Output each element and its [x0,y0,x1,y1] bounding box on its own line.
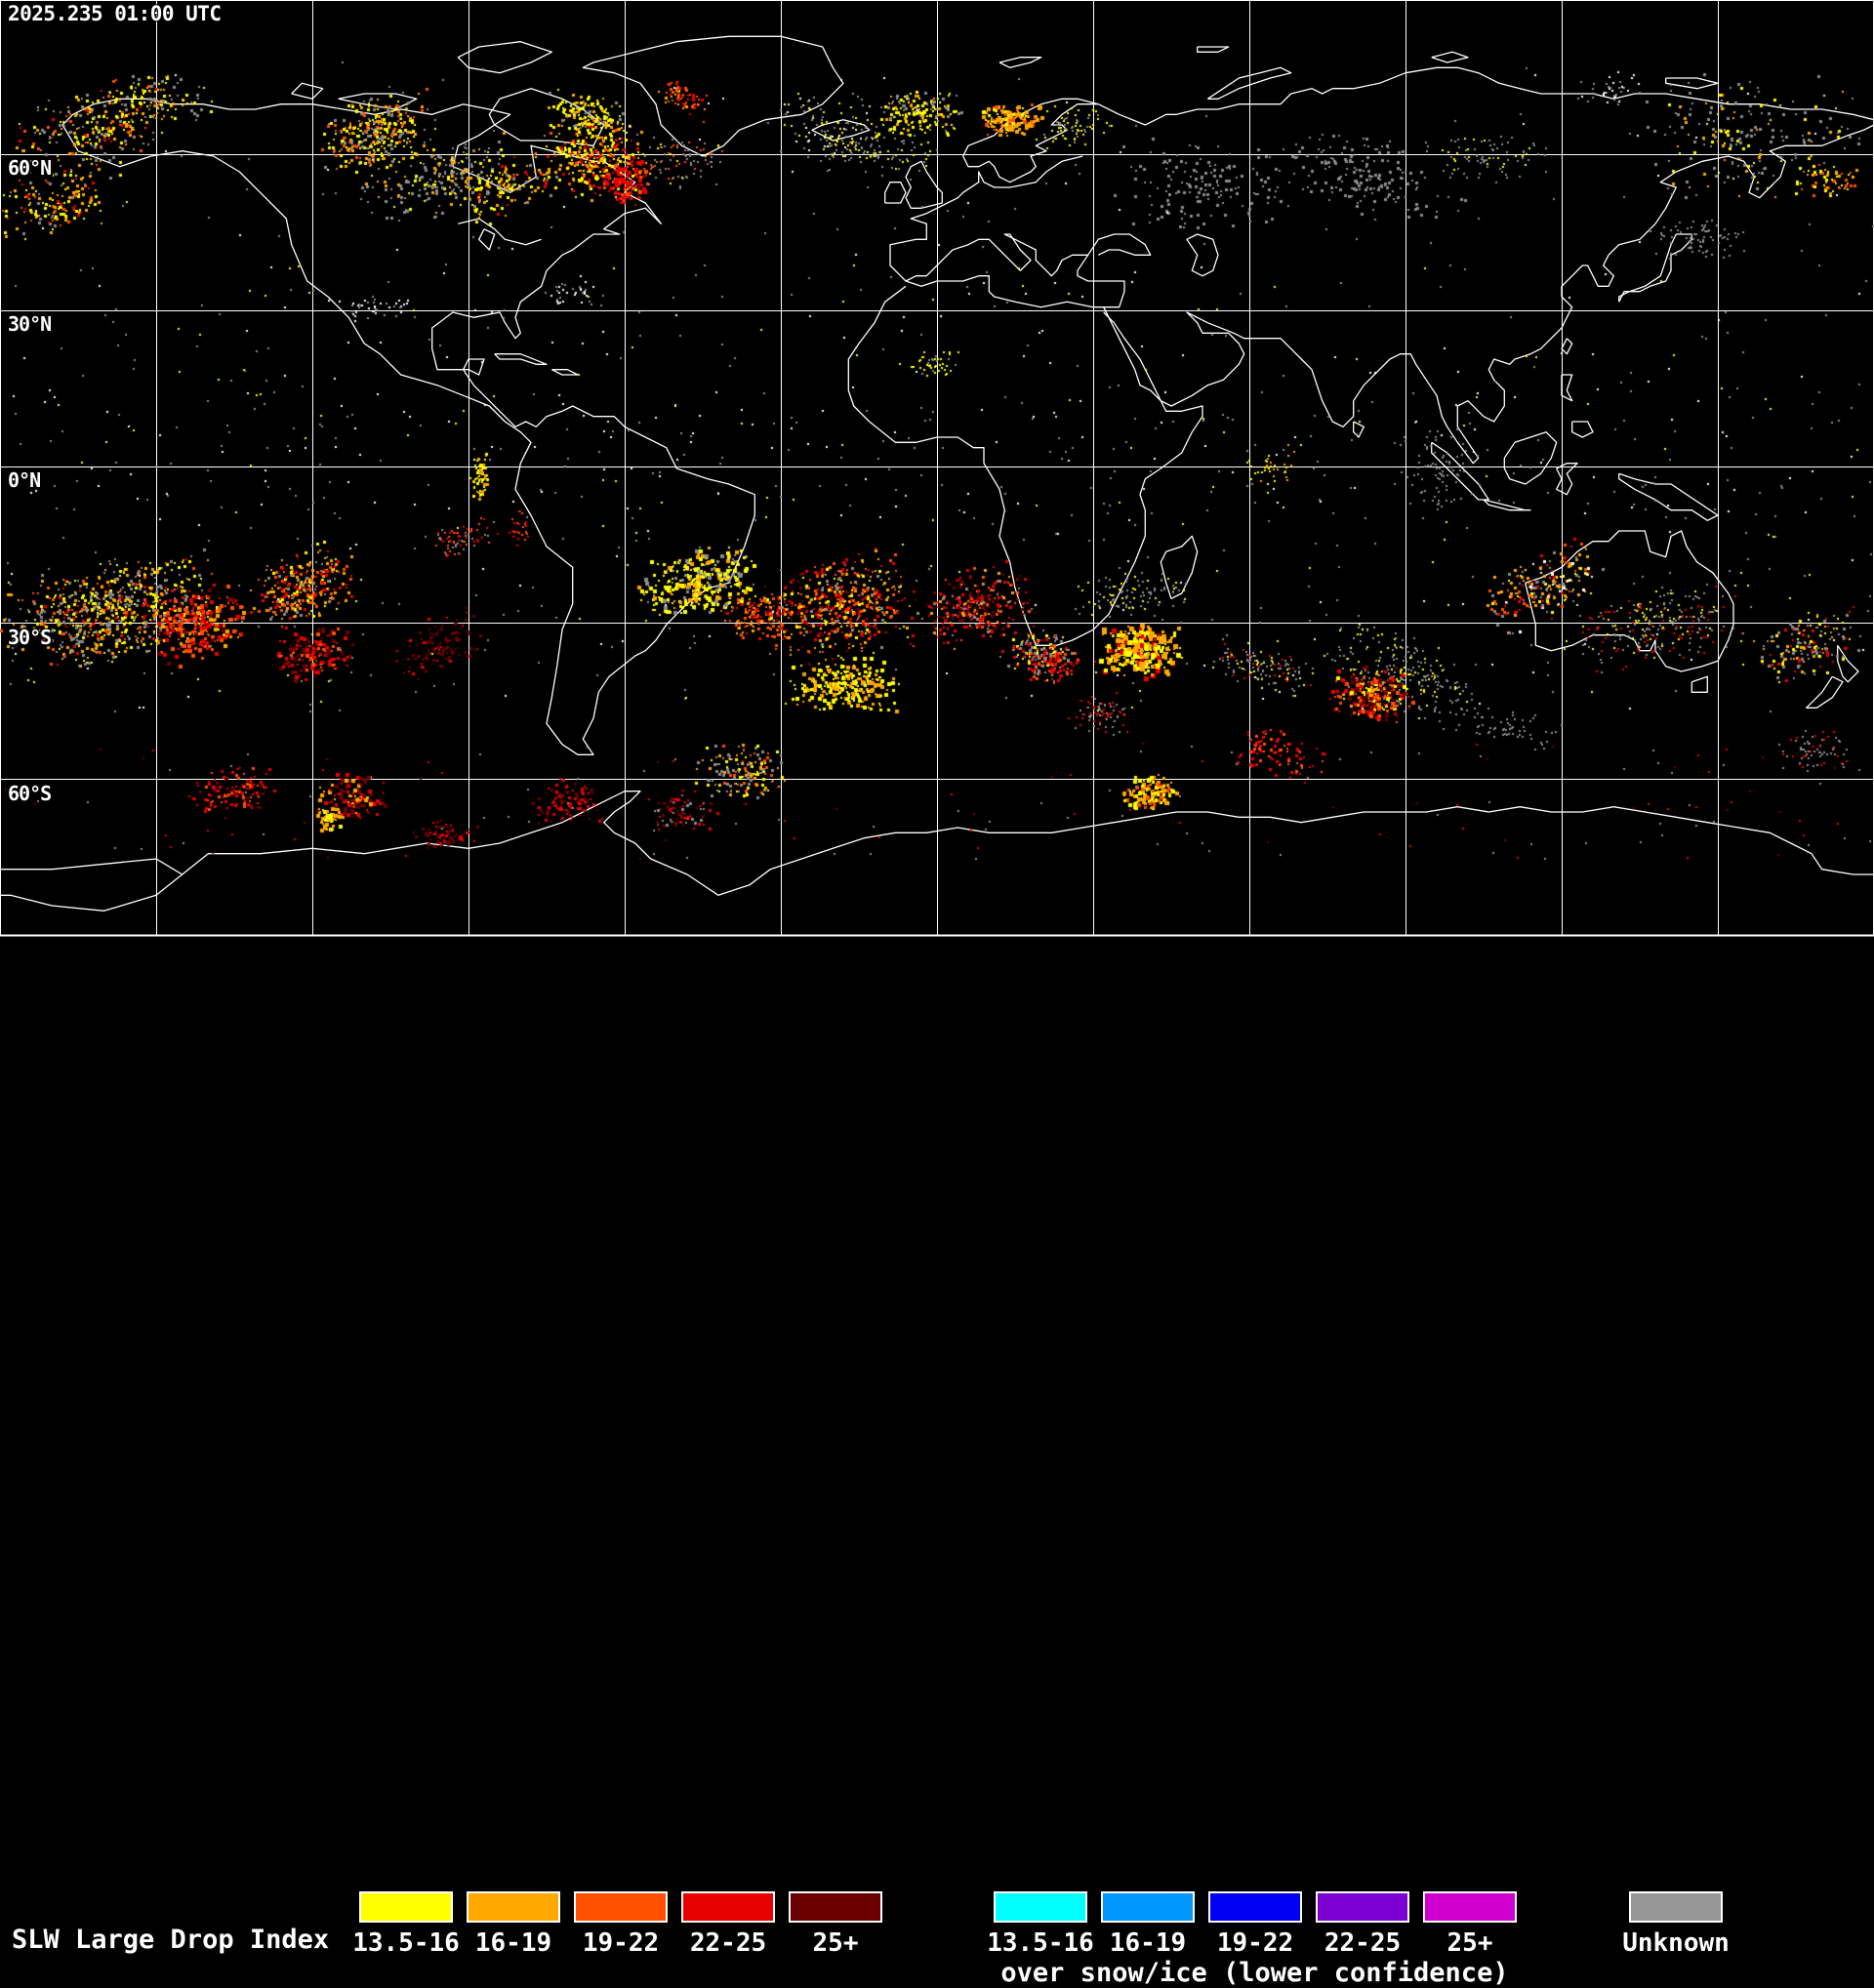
legend-item-label: 13.5-16 [352,1928,460,1958]
legend-swatch [1423,1891,1517,1923]
legend-bar: SLW Large Drop Index 13.5-16 16-19 19-22 22… [0,937,1874,1988]
world-map: 60°N 30°N 0°N 30°S 60°S [0,0,1874,937]
legend-swatch [467,1891,560,1923]
legend-swatch [1208,1891,1302,1923]
legend-item: 13.5-16 [987,1891,1094,1958]
legend-group-standard: 13.5-16 16-19 19-22 22-25 25+ [352,1891,889,1958]
legend-swatch [574,1891,668,1923]
legend-item: Unknown [1622,1891,1730,1958]
legend-item-label: 22-25 [1324,1928,1402,1958]
legend-item: 25+ [1416,1891,1524,1958]
legend-item-label: 25+ [1446,1928,1493,1958]
legend-swatch [789,1891,882,1923]
legend-item: 16-19 [1094,1891,1202,1958]
legend-group-unknown: Unknown [1622,1891,1730,1958]
legend-swatch [1629,1891,1723,1923]
legend-item: 22-25 [1309,1891,1416,1958]
legend-swatch [681,1891,775,1923]
lat-label-0n: 0°N [8,468,41,492]
legend-item-label: 13.5-16 [987,1928,1094,1958]
latitude-labels: 60°N 30°N 0°N 30°S 60°S [0,0,1874,937]
legend-swatch [994,1891,1087,1923]
legend-item: 19-22 [567,1891,674,1958]
lat-label-30n: 30°N [8,312,52,336]
legend-snow-ice-caption: over snow/ice (lower confidence) [1000,1958,1509,1988]
legend-item: 25+ [782,1891,889,1958]
legend-item-label: Unknown [1622,1928,1730,1958]
legend-item: 22-25 [674,1891,782,1958]
lat-label-60n: 60°N [8,156,52,180]
legend-item: 13.5-16 [352,1891,460,1958]
legend-item-label: 22-25 [689,1928,767,1958]
legend-title: SLW Large Drop Index [12,1925,330,1955]
legend-item: 16-19 [460,1891,567,1958]
legend-item-label: 19-22 [1216,1928,1294,1958]
legend-group-snow-ice: 13.5-16 16-19 19-22 22-25 25+ [987,1891,1524,1958]
legend-item-label: 16-19 [474,1928,552,1958]
legend-item-label: 19-22 [582,1928,660,1958]
legend-item-label: 16-19 [1109,1928,1187,1958]
lat-label-60s: 60°S [8,782,52,805]
timestamp-label: 2025.235 01:00 UTC [8,2,222,25]
legend-swatch [1316,1891,1409,1923]
legend-item: 19-22 [1202,1891,1309,1958]
legend-swatch [1101,1891,1195,1923]
data-speckle-layer [0,0,1874,937]
lat-label-30s: 30°S [8,626,52,649]
legend-item-label: 25+ [812,1928,859,1958]
legend-swatch [359,1891,453,1923]
